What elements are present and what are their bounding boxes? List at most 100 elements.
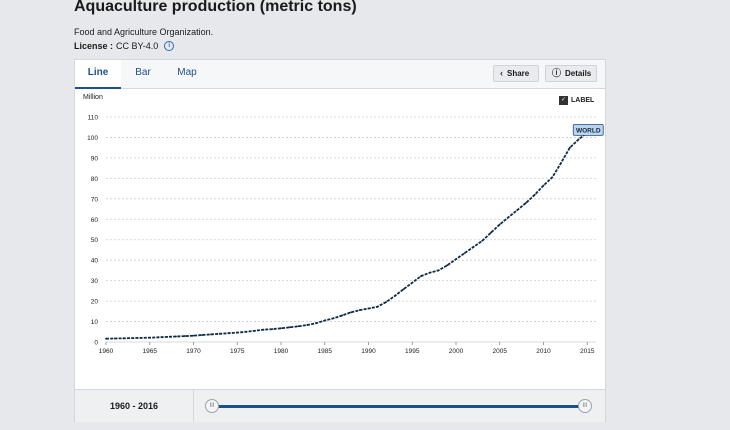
data-point [262,328,265,331]
y-tick-label: 0 [94,340,98,347]
data-point [122,337,125,340]
data-point [533,193,536,196]
license-label: License : [74,41,114,51]
data-point [218,332,221,335]
y-tick-label: 30 [91,278,99,285]
data-point [245,330,247,333]
tab-bar: Line Bar Map ‹ Share ⓘ Details [75,60,605,89]
x-tick-label: 1975 [230,348,245,355]
y-tick-label: 100 [87,135,98,142]
data-point [358,309,361,311]
data-point [227,332,230,335]
data-point [385,301,387,304]
data-point [560,162,562,164]
data-point [140,337,142,339]
data-point [183,335,186,337]
data-point [105,337,107,340]
chart-area: Million 0 10 20 30 40 50 60 70 80 90 100 110 1960 1965… [75,89,605,389]
data-point [350,311,352,314]
range-footer: 1960 - 2016 III III [75,389,605,422]
data-point [175,335,177,338]
data-point [192,334,195,337]
license-row: License : CC BY-4.0 i [74,41,175,51]
data-point [411,281,414,284]
tab-line[interactable]: Line [75,60,121,89]
data-point [568,146,571,149]
details-button[interactable]: ⓘ Details [545,65,597,82]
tab-map[interactable]: Map [177,67,197,78]
x-tick-label: 1985 [318,348,333,355]
details-label: Details [565,69,592,78]
data-point [498,223,501,226]
range-start-handle[interactable]: III [205,399,219,413]
label-checkbox[interactable]: ✓ [559,96,568,105]
data-point [280,327,282,330]
tab-bar-chart[interactable]: Bar [135,67,151,78]
line-chart: Million 0 10 20 30 40 50 60 70 80 90 100 110 1960 1965… [83,94,604,355]
data-point [271,328,274,331]
data-point [507,216,510,219]
data-point [437,269,440,272]
annotation-label: WORLD [576,127,601,134]
data-point [577,138,580,141]
data-point [525,202,527,204]
data-point [472,245,475,248]
y-tick-label: 90 [91,155,99,162]
data-point [542,184,545,187]
data-point [210,333,212,336]
data-point [288,326,291,329]
data-point [376,305,379,308]
data-point [148,336,151,339]
data-point [157,336,160,339]
source-text: Food and Agriculture Organization. [74,27,214,37]
data-point [315,322,317,325]
y-tick-label: 20 [91,299,99,306]
y-axis-label: Million [83,94,103,101]
license-value[interactable]: CC BY-4.0 [116,41,159,51]
data-point [490,231,492,234]
share-label: Share [507,69,530,78]
y-tick-label: 110 [88,115,99,122]
y-tick-label: 50 [91,237,99,244]
data-point [446,264,449,267]
range-label: 1960 - 2016 [75,390,194,422]
share-button[interactable]: ‹ Share [493,65,539,82]
page-title: Aquaculture production (metric tons) [74,0,357,15]
y-tick-label: 60 [91,217,99,224]
range-slider-track[interactable] [212,405,585,408]
range-end-handle[interactable]: III [578,399,592,413]
chart-panel: Line Bar Map ‹ Share ⓘ Details ✓ LABEL M… [74,59,606,422]
label-toggle[interactable]: ✓ LABEL [559,96,594,105]
y-tick-label: 70 [91,196,99,203]
series-line-world [105,124,597,340]
data-point [253,329,256,332]
y-tick-label: 40 [91,258,99,265]
data-point [551,176,554,179]
data-point [463,252,466,254]
x-tick-label: 2010 [536,348,551,355]
x-tick-label: 2015 [580,348,595,355]
data-point [201,334,204,336]
share-icon: ‹ [500,68,503,78]
y-tick-label: 10 [91,319,99,326]
data-point [428,271,431,274]
x-tick-label: 2005 [493,348,508,355]
info-icon[interactable]: i [164,41,175,51]
x-tick-label: 1965 [143,348,158,355]
data-point [402,288,405,291]
data-point [236,331,239,334]
x-tick-label: 1980 [274,348,289,355]
data-point [332,317,335,320]
annotation-badge [572,123,604,136]
details-icon: ⓘ [552,68,562,78]
data-point [420,275,422,278]
data-point [306,324,309,326]
x-tick-label: 1970 [186,348,201,355]
data-point [113,337,116,340]
data-point [393,295,396,297]
data-point [297,325,300,328]
x-tick-label: 1990 [361,348,376,355]
data-point [481,239,484,242]
data-point [341,314,344,317]
x-tick-label: 1960 [99,348,114,355]
